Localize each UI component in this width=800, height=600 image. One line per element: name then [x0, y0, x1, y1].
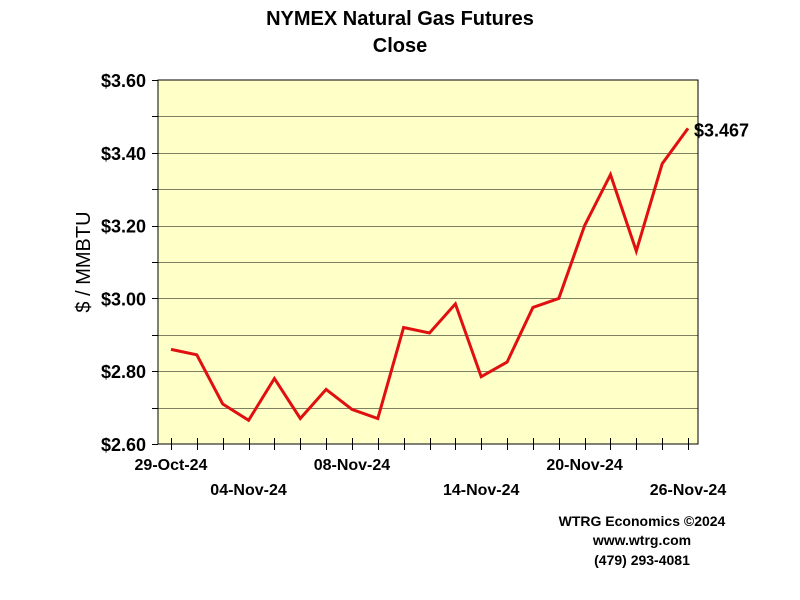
x-tick-label: 08-Nov-24	[314, 457, 391, 474]
plot-area	[157, 79, 699, 445]
chart-subtitle: Close	[372, 35, 428, 57]
credit-phone: (479) 293-4081	[594, 552, 690, 568]
y-axis-label: $ / MMBTU	[73, 211, 95, 312]
x-tick-label: 04-Nov-24	[210, 482, 287, 499]
x-tick-label: 26-Nov-24	[650, 482, 727, 499]
x-tick-label: 14-Nov-24	[443, 482, 520, 499]
last-value-label: $3.467	[694, 120, 749, 140]
y-tick-label: $3.60	[101, 71, 146, 91]
x-tick-label: 20-Nov-24	[546, 457, 623, 474]
series-line	[170, 127, 690, 423]
y-tick-label: $2.60	[101, 435, 146, 455]
credit-company: WTRG Economics ©2024	[558, 513, 726, 529]
y-tick-label: $3.00	[101, 289, 146, 309]
y-tick-label: $3.20	[101, 217, 146, 237]
y-tick-label: $3.40	[101, 144, 146, 164]
credit-website: www.wtrg.com	[592, 532, 692, 548]
y-tick-label: $2.80	[101, 362, 146, 382]
chart-title: NYMEX Natural Gas Futures	[266, 8, 534, 30]
x-tick-label: 29-Oct-24	[135, 457, 208, 474]
